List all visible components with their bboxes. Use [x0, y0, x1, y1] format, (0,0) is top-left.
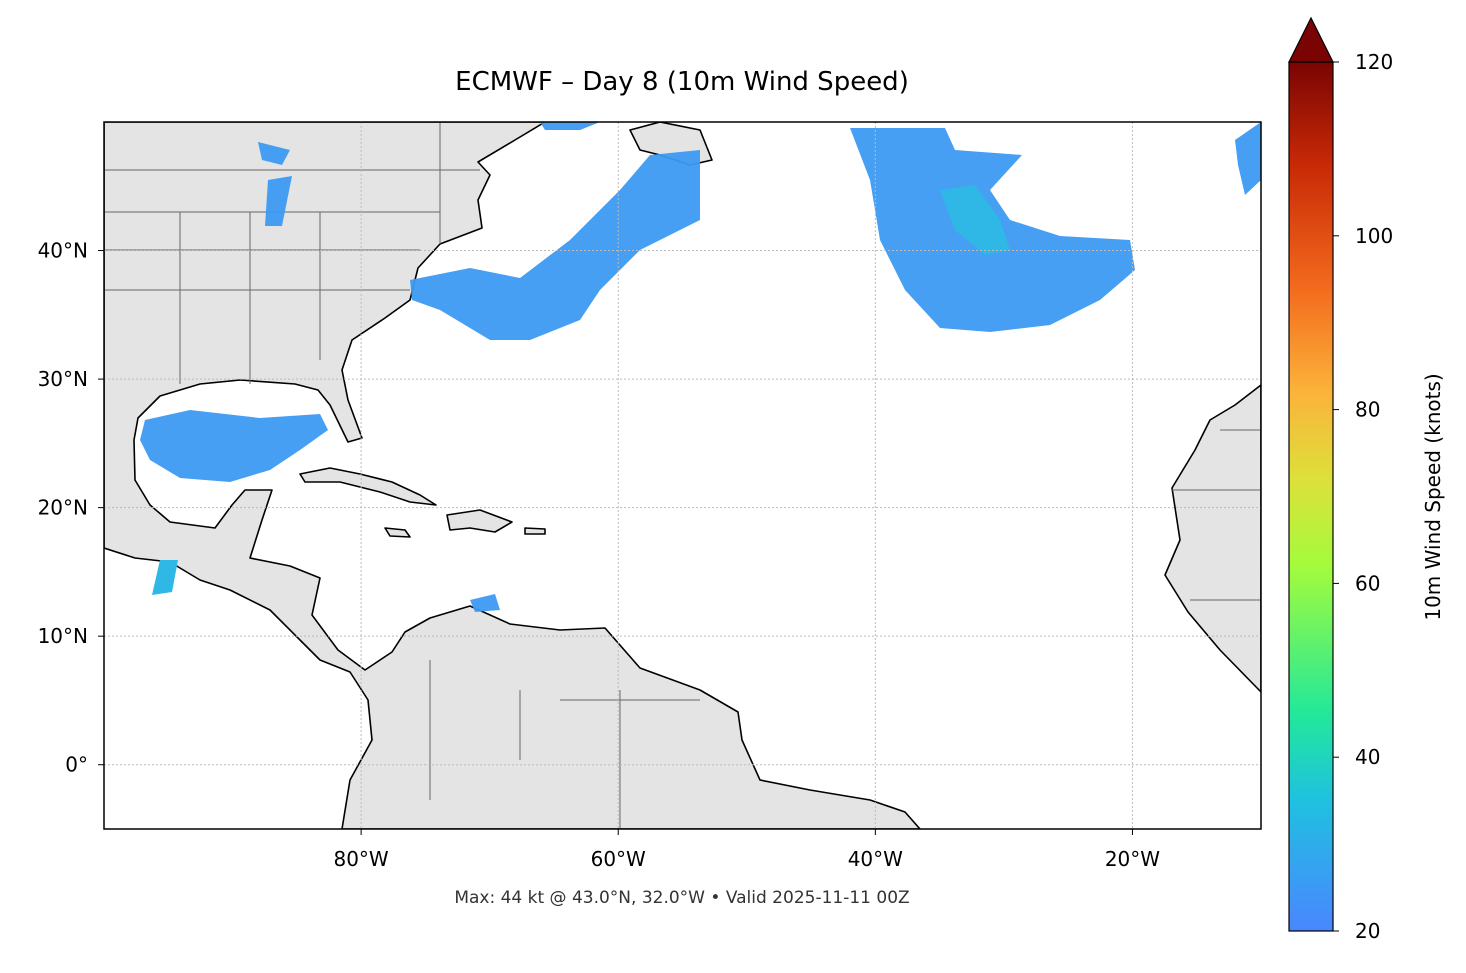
x-tick-label: 60°W — [591, 847, 646, 871]
x-tick-label: 20°W — [1105, 847, 1160, 871]
americas — [104, 122, 921, 829]
map — [104, 122, 1261, 829]
y-tick-label: 20°N — [38, 496, 88, 520]
y-tick-label: 0° — [65, 753, 88, 777]
colorbar: 10m Wind Speed (knots) 20 40 60 80 100 120 — [1288, 16, 1445, 943]
colorbar-bar — [1289, 62, 1333, 931]
wind-labrador — [540, 122, 600, 130]
colorbar-tick-label: 100 — [1355, 224, 1393, 248]
y-tick-label: 10°N — [38, 624, 88, 648]
wind-pacific — [152, 560, 178, 595]
x-tick-label: 80°W — [333, 847, 388, 871]
colorbar-frame — [1288, 61, 1334, 932]
graticule — [104, 122, 1261, 829]
colorbar-tick-label: 80 — [1355, 398, 1380, 422]
colorbar-tick-label: 40 — [1355, 745, 1380, 769]
wind-north-atlantic-core — [940, 185, 1010, 255]
hispaniola — [446, 509, 513, 533]
map-frame — [103, 121, 1262, 830]
colorbar-extend — [1288, 16, 1334, 63]
africa — [1164, 384, 1261, 693]
puerto-rico — [524, 527, 546, 535]
y-tick-label: 40°N — [38, 239, 88, 263]
wind-caribbean — [470, 594, 500, 612]
x-tick-label: 40°W — [848, 847, 903, 871]
jamaica — [384, 527, 411, 538]
wind-gulf — [140, 410, 328, 482]
wind-lakes — [258, 142, 292, 226]
title: ECMWF – Day 8 (10m Wind Speed) — [455, 67, 909, 97]
colorbar-tick-label: 20 — [1355, 919, 1380, 943]
y-tick-label: 30°N — [38, 367, 88, 391]
wind-europe-edge — [1235, 122, 1261, 195]
footer-note: Max: 44 kt @ 43.0°N, 32.0°W • Valid 2025… — [454, 888, 909, 908]
colorbar-tick-label: 60 — [1355, 571, 1380, 595]
colorbar-label: 10m Wind Speed (knots) — [1421, 373, 1445, 620]
wind-east-coast — [410, 150, 700, 340]
colorbar-tick-label: 120 — [1355, 50, 1393, 74]
cuba — [299, 467, 437, 506]
